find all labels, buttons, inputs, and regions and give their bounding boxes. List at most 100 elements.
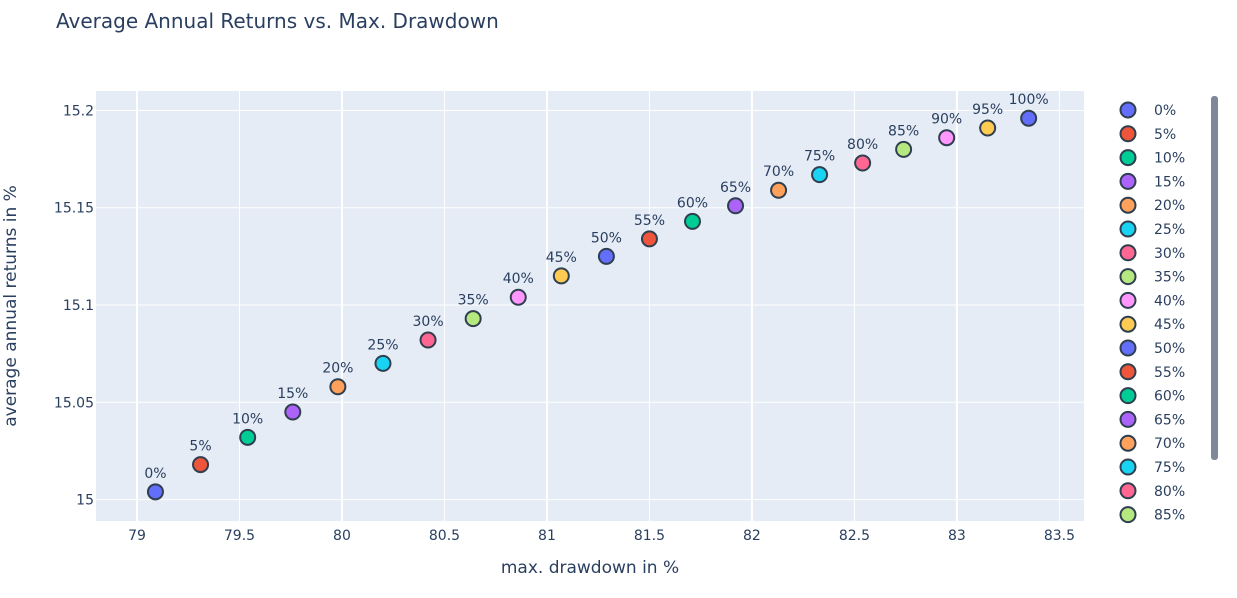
y-tick-label: 15.1	[63, 298, 94, 314]
legend-item[interactable]: 65%	[1119, 410, 1186, 429]
point-label: 40%	[503, 271, 534, 287]
legend-item[interactable]: 75%	[1119, 458, 1186, 477]
data-point[interactable]	[938, 129, 956, 147]
point-label: 35%	[458, 293, 489, 309]
legend-marker	[1119, 196, 1137, 214]
legend-marker	[1119, 339, 1137, 357]
legend-marker	[1119, 506, 1137, 524]
data-point[interactable]	[374, 354, 392, 372]
legend-label: 5%	[1154, 127, 1176, 143]
data-points[interactable]	[146, 109, 1038, 501]
axis-ticks: 79 79.5 80 80.5 81 81.5 82 82.5 83 83.5 15 15.05 15.…	[54, 103, 1075, 544]
point-label: 25%	[367, 337, 398, 353]
point-label: 10%	[232, 411, 263, 427]
legend-label: 10%	[1154, 151, 1185, 167]
legend-item[interactable]: 25%	[1119, 220, 1186, 239]
legend-item[interactable]: 55%	[1119, 363, 1186, 381]
legend-item[interactable]: 15%	[1119, 172, 1186, 191]
legend-label: 55%	[1154, 365, 1185, 381]
point-label: 60%	[677, 195, 708, 211]
legend-label: 40%	[1154, 293, 1185, 309]
legend-marker	[1119, 149, 1137, 167]
y-tick-label: 15.2	[63, 103, 94, 119]
x-axis-title: max. drawdown in %	[501, 558, 679, 578]
legend-item[interactable]: 35%	[1119, 268, 1186, 286]
data-point[interactable]	[329, 378, 347, 396]
point-label: 20%	[322, 361, 353, 377]
x-tick-label: 83	[948, 528, 966, 544]
point-label: 15%	[277, 386, 308, 402]
point-label: 5%	[189, 439, 211, 455]
point-label: 80%	[847, 137, 878, 153]
legend-marker	[1119, 291, 1137, 309]
data-point[interactable]	[1020, 109, 1038, 127]
data-point[interactable]	[895, 140, 913, 158]
legend-item[interactable]: 20%	[1119, 196, 1186, 215]
legend-label: 65%	[1154, 412, 1185, 428]
legend-item[interactable]: 5%	[1119, 125, 1177, 143]
legend-item[interactable]: 85%	[1119, 506, 1186, 524]
legend-item[interactable]: 60%	[1119, 387, 1186, 405]
x-tick-label: 81.5	[634, 528, 665, 544]
legend-item[interactable]: 0%	[1119, 101, 1177, 120]
legend-marker	[1119, 244, 1137, 262]
legend-item[interactable]: 10%	[1119, 149, 1186, 167]
point-label: 70%	[763, 164, 794, 180]
data-point[interactable]	[727, 197, 745, 215]
legend-marker	[1119, 434, 1137, 452]
legend-label: 0%	[1154, 103, 1176, 119]
legend[interactable]: 0% 5% 10% 15% 20% 25% 30% 35% 40% 45% 50% 55% 60% 65%…	[1119, 101, 1186, 524]
legend-label: 20%	[1154, 198, 1185, 214]
legend-marker	[1119, 268, 1137, 286]
data-point[interactable]	[464, 310, 482, 328]
x-tick-label: 79	[128, 528, 146, 544]
legend-item[interactable]: 70%	[1119, 434, 1186, 453]
legend-marker	[1119, 363, 1137, 381]
point-label: 0%	[144, 466, 166, 482]
data-point[interactable]	[979, 119, 997, 137]
y-axis-title: average annual returns in %	[1, 185, 21, 427]
data-point[interactable]	[552, 267, 570, 285]
point-label: 100%	[1009, 92, 1049, 108]
x-tick-label: 81	[538, 528, 556, 544]
point-label: 90%	[931, 112, 962, 128]
plot-area	[96, 91, 1084, 521]
y-tick-label: 15.15	[54, 201, 94, 217]
legend-label: 50%	[1154, 341, 1185, 357]
legend-label: 80%	[1154, 484, 1185, 500]
data-point[interactable]	[239, 428, 257, 446]
legend-label: 75%	[1154, 460, 1185, 476]
x-tick-label: 79.5	[224, 528, 255, 544]
legend-item[interactable]: 30%	[1119, 244, 1186, 262]
data-point[interactable]	[284, 403, 302, 421]
legend-marker	[1119, 220, 1137, 238]
data-point[interactable]	[811, 166, 829, 184]
legend-marker	[1119, 387, 1137, 405]
legend-label: 25%	[1154, 222, 1185, 238]
legend-item[interactable]: 40%	[1119, 291, 1186, 310]
data-point[interactable]	[192, 456, 210, 474]
legend-marker	[1119, 482, 1137, 500]
x-tick-label: 80.5	[429, 528, 460, 544]
legend-marker	[1119, 101, 1137, 119]
data-point[interactable]	[640, 230, 658, 248]
data-point[interactable]	[597, 247, 615, 265]
legend-item[interactable]: 80%	[1119, 482, 1186, 500]
data-point[interactable]	[146, 483, 164, 501]
legend-marker	[1119, 458, 1137, 476]
data-point[interactable]	[683, 212, 701, 230]
legend-item[interactable]: 50%	[1119, 339, 1186, 358]
point-label: 45%	[546, 250, 577, 266]
point-label: 85%	[888, 123, 919, 139]
grid	[96, 91, 1084, 521]
legend-scrollbar[interactable]	[1211, 96, 1218, 460]
point-labels: 0% 5% 10% 15% 20% 25% 30% 35% 40% 45% 50% 55% 60% 65%…	[144, 92, 1048, 482]
legend-item[interactable]: 45%	[1119, 315, 1186, 334]
legend-marker	[1119, 315, 1137, 333]
data-point[interactable]	[770, 181, 788, 199]
chart-title: Average Annual Returns vs. Max. Drawdown	[56, 9, 499, 33]
data-point[interactable]	[419, 331, 437, 349]
data-point[interactable]	[854, 154, 872, 172]
data-point[interactable]	[509, 288, 527, 306]
